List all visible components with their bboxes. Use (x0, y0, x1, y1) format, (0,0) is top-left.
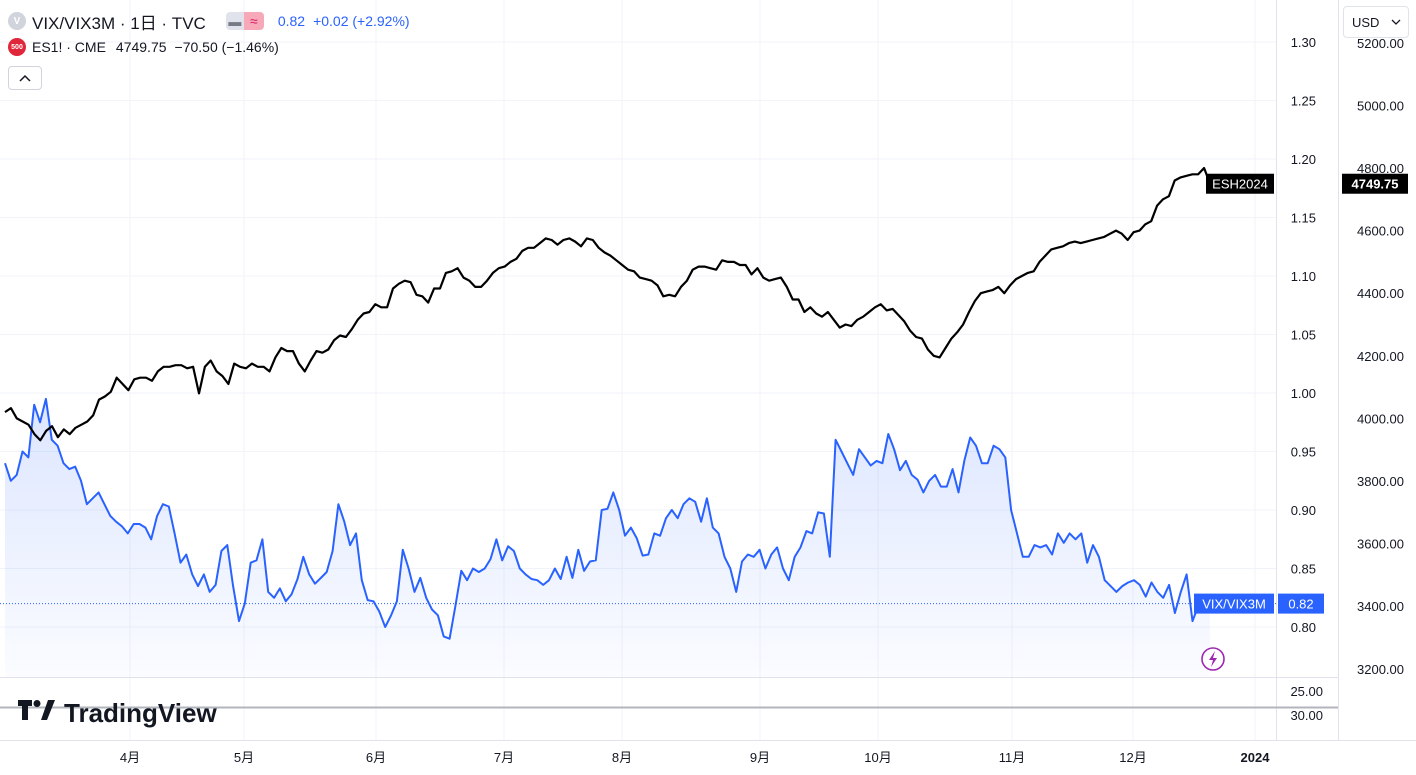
legend-collapse-button[interactable] (8, 66, 42, 90)
axis-labels: 1.30 1.25 1.20 1.15 1.10 1.05 1.00 0.95 0.90 0.85… (120, 35, 1408, 765)
left-scale-tick: 1.25 (1291, 94, 1316, 109)
chevron-up-icon (19, 74, 31, 82)
left-scale-tick: 1.05 (1291, 328, 1316, 343)
currency-label: USD (1352, 14, 1380, 30)
main-change: +0.02 (+2.92%) (313, 13, 410, 29)
markers: TradingView (18, 647, 1225, 728)
vix-name-tag-bg (1194, 593, 1274, 614)
right-scale-tick: 4400.00 (1357, 286, 1404, 301)
approx-icon[interactable]: ≈ (243, 12, 264, 30)
left-scale-tick: 1.10 (1291, 269, 1316, 284)
tradingview-wordmark: TradingView (64, 698, 217, 728)
vix-last-value-bg (1278, 593, 1324, 614)
symbol-logo-icon: V (8, 12, 26, 30)
vix-name-tag: VIX/VIX3M (1202, 597, 1266, 612)
right-scale-tick: 3400.00 (1357, 599, 1404, 614)
es-last-value-bg (1342, 173, 1408, 194)
chevron-down-icon (1391, 19, 1401, 25)
right-scale-tick: 4800.00 (1357, 161, 1404, 176)
left-scale-tick: 0.90 (1291, 503, 1316, 518)
es-name-tag-bg (1206, 173, 1274, 194)
compare-symbol-title[interactable]: ES1! · CME (32, 39, 106, 55)
vix-area-fill (5, 398, 1210, 677)
right-scale-tick: 4000.00 (1357, 411, 1404, 426)
right-scale-tick: 3200.00 (1357, 662, 1404, 677)
compare-series-legend[interactable]: 500 ES1! · CME 4749.75 −70.50 (−1.46%) (8, 34, 418, 60)
legend: V VIX/VIX3M · 1日 · TVC ▬ ≈ 0.82 +0.02 (+… (8, 8, 418, 90)
es-name-tag: ESH2024 (1212, 177, 1268, 192)
bolt-icon[interactable] (1201, 647, 1225, 671)
time-axis-label: 10月 (864, 750, 891, 765)
right-scale-tick: 3600.00 (1357, 537, 1404, 552)
right-scale-tick: 3800.00 (1357, 474, 1404, 489)
time-axis-label: 4月 (120, 750, 140, 765)
time-axis-label: 9月 (750, 750, 770, 765)
vix-series-line (4, 397, 1211, 640)
time-axis-label: 6月 (366, 750, 386, 765)
left-scale-tick: 1.15 (1291, 211, 1316, 226)
series-lines (0, 166, 1276, 640)
lower-scale-tick: 30.00 (1290, 708, 1323, 723)
vix-last-value: 0.82 (1288, 597, 1313, 612)
compare-change: −70.50 (−1.46%) (174, 39, 279, 55)
right-scale-tick: 4600.00 (1357, 224, 1404, 239)
axes (0, 0, 1416, 741)
main-symbol-title[interactable]: VIX/VIX3M · 1日 · TVC (32, 13, 206, 33)
es-series-line (4, 166, 1212, 442)
lower-scale-tick: 25.00 (1290, 684, 1323, 699)
left-scale-tick: 1.00 (1291, 386, 1316, 401)
time-axis-label: 12月 (1119, 750, 1146, 765)
tradingview-logo (18, 700, 55, 720)
left-scale-tick: 0.85 (1291, 562, 1316, 577)
left-scale-tick: 0.80 (1291, 620, 1316, 635)
es-last-value: 4749.75 (1352, 177, 1399, 192)
time-axis-label: 8月 (612, 750, 632, 765)
time-axis-label: 2024 (1241, 750, 1271, 765)
currency-button[interactable]: USD (1343, 6, 1409, 38)
sp500-logo-icon: 500 (8, 38, 26, 56)
time-axis-label: 11月 (999, 750, 1026, 765)
main-last-value: 0.82 (277, 13, 306, 29)
left-scale-tick: 1.30 (1291, 35, 1316, 50)
dash-icon[interactable]: ▬ (225, 12, 244, 30)
left-scale-tick: 0.95 (1291, 445, 1316, 460)
quote-type-chips[interactable]: ▬ ≈ (225, 12, 264, 30)
right-scale-tick: 5200.00 (1357, 36, 1404, 51)
main-series-legend[interactable]: V VIX/VIX3M · 1日 · TVC ▬ ≈ 0.82 +0.02 (+… (8, 8, 418, 34)
compare-last-value: 4749.75 (115, 39, 167, 55)
left-scale-tick: 1.20 (1291, 152, 1316, 167)
time-axis-label: 7月 (494, 750, 514, 765)
right-scale-tick: 5000.00 (1357, 98, 1404, 113)
time-axis-label: 5月 (234, 750, 254, 765)
right-scale-tick: 4200.00 (1357, 349, 1404, 364)
vix-area (5, 398, 1210, 677)
